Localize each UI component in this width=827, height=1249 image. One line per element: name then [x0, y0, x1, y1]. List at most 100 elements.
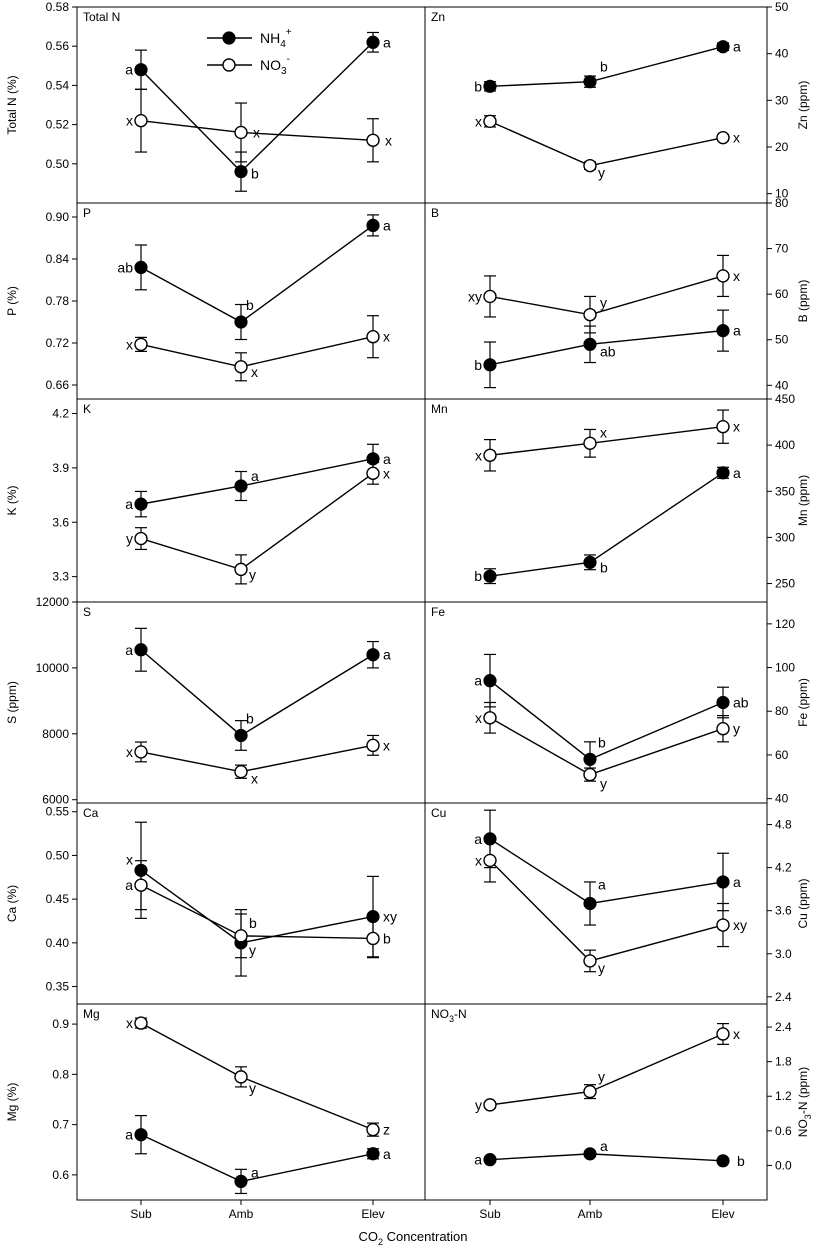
data-point-p-no3-1: [234, 360, 248, 374]
y-tick-label-ca-1: 0.40: [46, 936, 70, 950]
data-point-cu-no3-1: [583, 954, 597, 968]
y-axis-title-fe: Fe (ppm): [796, 678, 810, 727]
y-tick-label-cu-3: 4.2: [775, 861, 792, 875]
panel-mn: 250 300 350 400 450 Mn Mn (ppm) b b a x x x: [424, 392, 810, 603]
sig-label-mg-no3-2: z: [383, 1122, 390, 1138]
sig-label-cu-nh4-2: a: [733, 874, 741, 890]
panel-zn: 10 20 30 40 50 Zn Zn (ppm) b b a x y x: [424, 0, 810, 204]
sig-label-cu-no3-0: x: [475, 852, 482, 868]
sig-label-fe-no3-0: x: [475, 710, 482, 726]
sig-label-b-nh4-1: ab: [600, 343, 616, 359]
y-tick-label-b-3: 70: [775, 242, 789, 256]
sig-label-fe-nh4-0: a: [474, 673, 482, 689]
sig-label-k-no3-2: x: [383, 465, 390, 481]
y-tick-label-b-4: 80: [775, 196, 789, 210]
data-point-mn-nh4-0: [483, 569, 497, 583]
y-tick-label-mn-3: 400: [775, 438, 795, 452]
y-tick-label-fe-4: 120: [775, 617, 795, 631]
panel-label-p: P: [83, 206, 91, 220]
data-point-cu-nh4-0: [483, 832, 497, 846]
legend-label-nh4: NH4+: [260, 27, 292, 50]
data-point-fe-no3-1: [583, 767, 597, 782]
sig-label-mn-nh4-1: b: [600, 559, 608, 575]
panel-mg: 0.6 0.7 0.8 0.9 Mg Mg (%) a a a x y z: [5, 1003, 426, 1205]
y-axis-title-mn: Mn (ppm): [796, 475, 810, 526]
data-point-b-no3-1: [583, 307, 597, 322]
x-category-labels: Sub Amb Elev Sub Amb Elev: [130, 1207, 734, 1221]
data-point-fe-nh4-0: [483, 674, 497, 688]
data-point-fe-nh4-1: [583, 752, 597, 766]
y-tick-label-p-1: 0.72: [46, 336, 70, 350]
y-axis-title-b: B (ppm): [796, 280, 810, 323]
legend: NH4+ NO3-: [207, 27, 292, 77]
sig-label-mn-no3-1: x: [600, 424, 607, 440]
data-point-cu-no3-2: [716, 918, 730, 932]
data-point-fe-no3-2: [716, 722, 730, 736]
sig-label-p-no3-2: x: [383, 329, 390, 345]
y-tick-label-mn-1: 300: [775, 530, 795, 544]
panel-label-s: S: [83, 605, 91, 619]
data-point-zn-no3-0: [483, 114, 497, 129]
sig-label-totaln-nh4-0: a: [125, 62, 133, 78]
panel-label-k: K: [83, 402, 91, 416]
sig-label-s-nh4-2: a: [383, 647, 391, 663]
y-axis-title-mg: Mg (%): [5, 1083, 19, 1122]
legend-label-no3: NO3-: [260, 54, 290, 77]
y-tick-label-totaln-0: 0.50: [46, 157, 70, 171]
data-point-k-nh4-2: [366, 452, 380, 466]
sig-label-fe-nh4-2: ab: [733, 695, 749, 711]
sig-label-p-no3-0: x: [126, 336, 133, 352]
sig-label-b-nh4-2: a: [733, 323, 741, 339]
sig-label-mg-nh4-2: a: [383, 1146, 391, 1162]
data-point-s-nh4-0: [134, 643, 148, 657]
data-point-s-no3-0: [134, 745, 148, 759]
sig-label-mg-nh4-0: a: [125, 1127, 133, 1143]
panel-label-mg: Mg: [83, 1007, 100, 1021]
data-point-b-no3-2: [716, 269, 730, 283]
sig-label-zn-nh4-1: b: [600, 59, 608, 75]
sig-label-b-nh4-0: b: [474, 357, 482, 373]
sig-label-b-no3-1: y: [600, 295, 607, 311]
y-tick-label-ca-0: 0.35: [46, 980, 70, 994]
y-axis-title-s: S (ppm): [5, 681, 19, 724]
y-tick-label-zn-2: 30: [775, 93, 789, 107]
series-line-cu-nh4: [489, 838, 724, 905]
y-tick-label-cu-2: 3.6: [775, 904, 792, 918]
y-tick-label-fe-3: 100: [775, 661, 795, 675]
sig-label-mn-no3-2: x: [733, 419, 740, 435]
data-point-zn-nh4-2: [716, 40, 730, 54]
y-tick-label-ca-4: 0.55: [46, 805, 70, 819]
y-tick-label-ca-3: 0.50: [46, 848, 70, 862]
data-point-ca-nh4-2: [366, 910, 380, 924]
data-point-cu-nh4-1: [583, 896, 597, 911]
data-point-s-nh4-1: [234, 728, 248, 743]
series-line-s-no3: [140, 744, 374, 773]
sig-label-mn-no3-0: x: [475, 447, 482, 463]
x-tick-label-left-amb: Amb: [229, 1207, 254, 1221]
panel-label-totaln: Total N: [83, 10, 120, 24]
data-point-p-no3-2: [366, 330, 380, 344]
sig-label-cu-nh4-1: a: [598, 877, 606, 893]
data-point-fe-nh4-2: [716, 695, 730, 710]
y-tick-label-zn-3: 40: [775, 47, 789, 61]
data-point-fe-no3-0: [483, 711, 497, 725]
y-axis-title-no3n: NO3-N (ppm): [796, 1067, 813, 1137]
series-line-cu-no3: [489, 859, 724, 962]
data-point-mg-no3-1: [234, 1070, 248, 1084]
y-tick-label-s-3: 12000: [36, 595, 70, 609]
data-point-b-nh4-1: [583, 337, 597, 351]
y-tick-label-no3n-3: 1.8: [775, 1055, 792, 1069]
y-tick-label-k-0: 3.3: [52, 570, 69, 584]
data-point-mg-nh4-0: [134, 1128, 148, 1142]
x-axis-title: CO2 Concentration: [358, 1229, 467, 1247]
sig-label-k-no3-1: y: [249, 566, 256, 582]
sig-label-b-no3-2: x: [733, 268, 740, 284]
series-line-totaln-nh4: [140, 41, 374, 173]
data-point-mg-nh4-2: [366, 1147, 380, 1161]
panel-label-cu: Cu: [431, 806, 446, 820]
data-point-k-nh4-0: [134, 497, 148, 511]
data-point-b-nh4-2: [716, 324, 730, 338]
data-point-ca-no3-0: [134, 878, 148, 892]
